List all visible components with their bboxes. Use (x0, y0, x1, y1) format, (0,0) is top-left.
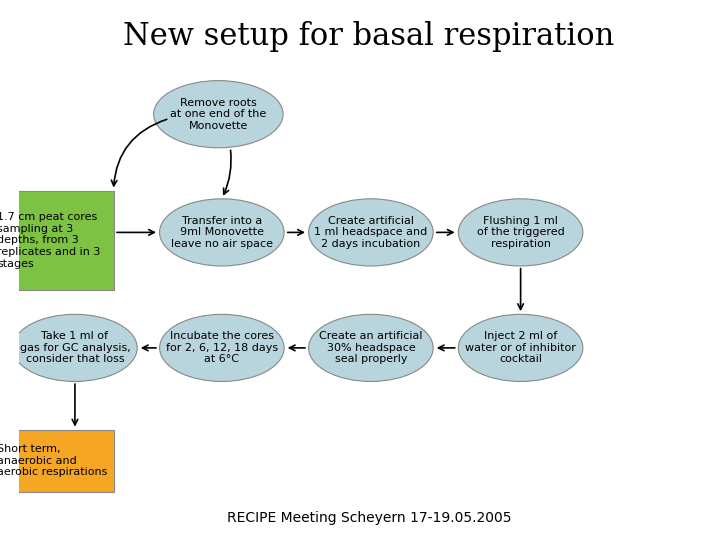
Text: Incubate the cores
for 2, 6, 12, 18 days
at 6°C: Incubate the cores for 2, 6, 12, 18 days… (166, 332, 278, 364)
Text: Inject 2 ml of
water or of inhibitor
cocktail: Inject 2 ml of water or of inhibitor coc… (465, 332, 576, 364)
Text: Create artificial
1 ml headspace and
2 days incubation: Create artificial 1 ml headspace and 2 d… (314, 216, 428, 249)
Ellipse shape (459, 199, 583, 266)
Ellipse shape (13, 314, 138, 381)
Text: RECIPE Meeting Scheyern 17-19.05.2005: RECIPE Meeting Scheyern 17-19.05.2005 (227, 511, 511, 525)
FancyBboxPatch shape (0, 430, 114, 491)
Ellipse shape (160, 199, 284, 266)
Ellipse shape (459, 314, 583, 381)
Ellipse shape (160, 314, 284, 381)
Ellipse shape (309, 199, 433, 266)
Text: Take 1 ml of
gas for GC analysis,
consider that loss: Take 1 ml of gas for GC analysis, consid… (19, 332, 130, 364)
Text: Short term,
anaerobic and
aerobic respirations: Short term, anaerobic and aerobic respir… (0, 444, 107, 477)
Text: New setup for basal respiration: New setup for basal respiration (123, 21, 614, 52)
Ellipse shape (153, 80, 283, 148)
Text: Remove roots
at one end of the
Monovette: Remove roots at one end of the Monovette (170, 98, 266, 131)
Text: 1.7 cm peat cores
sampling at 3
depths, from 3
replicates and in 3
stages: 1.7 cm peat cores sampling at 3 depths, … (0, 212, 100, 269)
Text: Create an artificial
30% headspace
seal properly: Create an artificial 30% headspace seal … (319, 332, 423, 364)
Text: Transfer into a
9ml Monovette
leave no air space: Transfer into a 9ml Monovette leave no a… (171, 216, 273, 249)
FancyBboxPatch shape (0, 191, 114, 290)
Ellipse shape (309, 314, 433, 381)
Text: Flushing 1 ml
of the triggered
respiration: Flushing 1 ml of the triggered respirati… (477, 216, 564, 249)
